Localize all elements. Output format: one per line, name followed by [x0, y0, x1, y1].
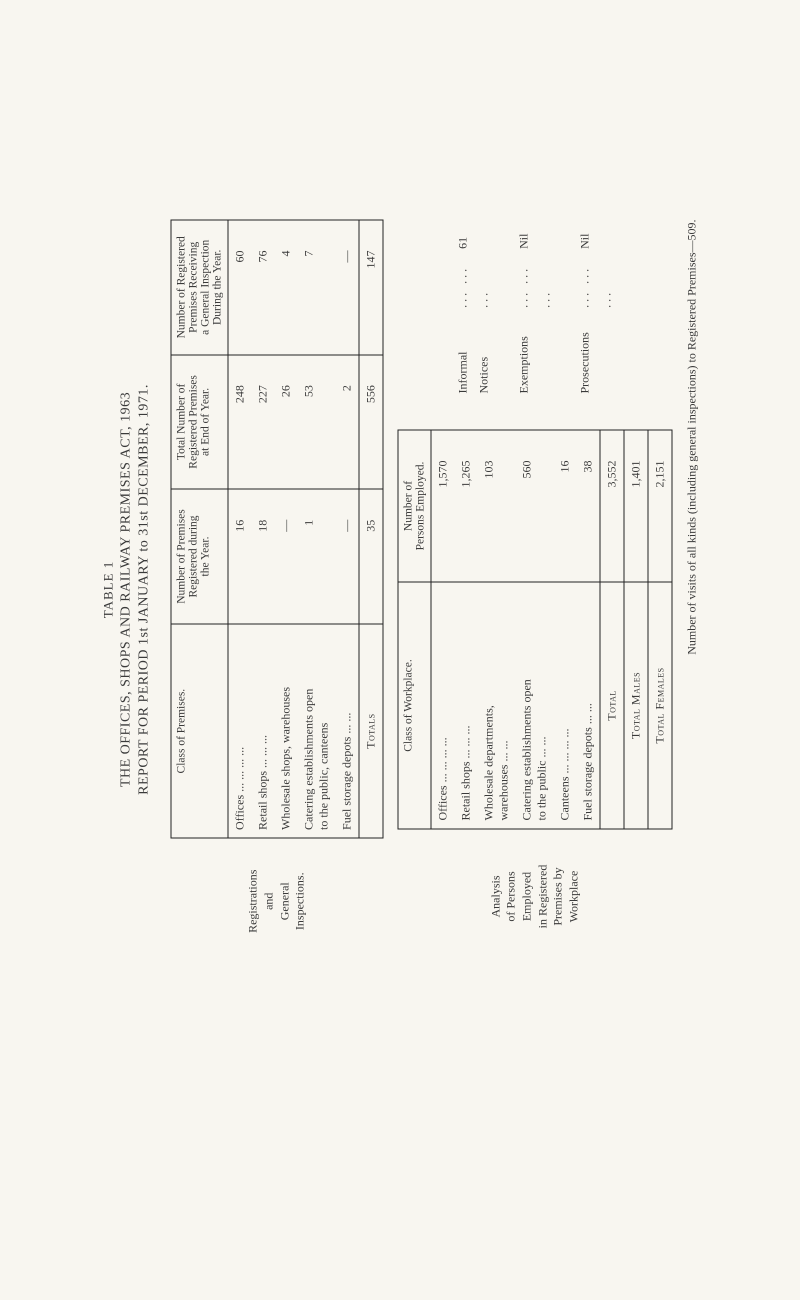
dots-0: ... ... ...: [450, 255, 497, 314]
b1-r2-d: 4: [275, 220, 298, 355]
table-name: TABLE 1: [101, 220, 117, 960]
b2-r2-label: Wholesale departments, warehouses ... ..…: [478, 582, 516, 829]
b1-r0-b: 16: [228, 489, 252, 624]
col-class-workplace: Class of Workplace.: [398, 582, 431, 829]
b1-r0-c: 248: [228, 355, 252, 490]
totals-d: 147: [359, 220, 383, 355]
note-2-value: Nil: [573, 228, 620, 255]
table-header: TABLE 1 THE OFFICES, SHOPS AND RAILWAY P…: [101, 220, 153, 960]
totals-b: 35: [359, 489, 383, 624]
note-1-value: Nil: [511, 228, 558, 255]
block2-rowhead: Analysis of Persons Employed in Register…: [398, 829, 672, 960]
b2-r0-label: Offices ... ... ... ...: [431, 582, 455, 829]
side-notes: Informal Notices... ... ...61 Exemptions…: [398, 220, 672, 431]
b2-r1-b: 1,265: [455, 430, 478, 582]
b1-r4-d: —: [336, 220, 360, 355]
total-males-value: 1,401: [624, 430, 648, 582]
title-line-1: THE OFFICES, SHOPS AND RAILWAY PREMISES …: [119, 220, 135, 960]
b1-r4-b: —: [336, 489, 360, 624]
col-registered-during-year: Number of Premises Registered during the…: [171, 489, 228, 624]
b1-r1-b: 18: [252, 489, 275, 624]
b2-r3-b: 560: [516, 430, 554, 582]
total-label: Total: [600, 582, 624, 829]
dots-1: ... ... ...: [511, 255, 558, 314]
title-line-2: REPORT FOR PERIOD 1st JANUARY to 31st DE…: [137, 220, 153, 960]
b1-r4-c: 2: [336, 355, 360, 490]
col-total-registered: Total Number of Registered Premises at E…: [171, 355, 228, 490]
total-females-value: 2,151: [648, 430, 672, 582]
b1-r3-label: Catering establishments open to the publ…: [298, 624, 336, 839]
b2-r0-b: 1,570: [431, 430, 455, 582]
dots-2: ... ... ...: [573, 255, 620, 314]
totals-c: 556: [359, 355, 383, 490]
b1-r4-label: Fuel storage depots ... ...: [336, 624, 360, 839]
block1-rowhead: Registrations and General Inspections.: [171, 838, 383, 959]
b1-r2-label: Wholesale shops, warehouses: [275, 624, 298, 839]
b1-r1-c: 227: [252, 355, 275, 490]
b1-r2-b: —: [275, 489, 298, 624]
col-persons-employed: Number of Persons Employed.: [398, 430, 431, 582]
b1-r0-label: Offices ... ... ... ...: [228, 624, 252, 839]
b1-r1-label: Retail shops ... ... ...: [252, 624, 275, 839]
b1-r3-d: 7: [298, 220, 336, 355]
b2-r1-label: Retail shops ... ... ...: [455, 582, 478, 829]
note-2-label: Prosecutions: [573, 314, 620, 400]
b2-r2-b: 103: [478, 430, 516, 582]
analysis-table: Analysis of Persons Employed in Register…: [398, 220, 673, 960]
b2-r5-label: Fuel storage depots ... ...: [577, 582, 601, 829]
col-general-inspection: Number of Registered Premises Receiving …: [171, 220, 228, 355]
b1-r1-d: 76: [252, 220, 275, 355]
note-1-label: Exemptions: [511, 314, 558, 400]
total-value: 3,552: [600, 430, 624, 582]
col-class-premises: Class of Premises.: [171, 624, 228, 839]
b1-r3-c: 53: [298, 355, 336, 490]
b1-r2-c: 26: [275, 355, 298, 490]
note-0-value: 61: [450, 228, 497, 255]
note-0-label: Informal Notices: [450, 314, 497, 400]
page: 31 TABLE 1 THE OFFICES, SHOPS AND RAILWA…: [101, 220, 700, 960]
b2-r5-b: 38: [577, 430, 601, 582]
b1-r0-d: 60: [228, 220, 252, 355]
b2-r4-b: 16: [554, 430, 577, 582]
footnote: Number of visits of all kinds (including…: [685, 220, 700, 960]
b2-r3-label: Catering establishments open to the publ…: [516, 582, 554, 829]
total-males-label: Total Males: [624, 582, 648, 829]
registrations-table: Registrations and General Inspections. C…: [171, 220, 384, 960]
totals-label: Totals: [359, 624, 383, 839]
b1-r3-b: 1: [298, 489, 336, 624]
total-females-label: Total Females: [648, 582, 672, 829]
b2-r4-label: Canteens ... ... ... ...: [554, 582, 577, 829]
